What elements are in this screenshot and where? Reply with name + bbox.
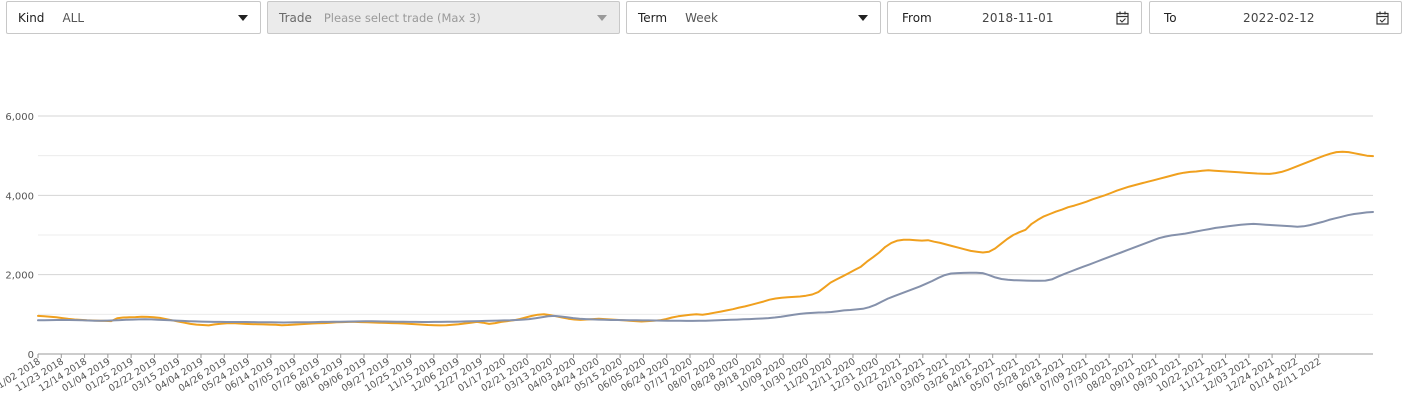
y-tick-label: 0: [28, 350, 34, 361]
term-value: Week: [685, 10, 718, 25]
term-label: Term: [638, 10, 668, 25]
series-line-1: [37, 150, 1374, 327]
y-tick-label: 4,000: [5, 191, 34, 202]
kind-label: Kind: [18, 10, 45, 25]
to-date-value: 2022-02-12: [1243, 11, 1315, 25]
chevron-down-icon: [858, 15, 868, 21]
kind-select[interactable]: Kind ALL: [6, 1, 261, 34]
chevron-down-icon: [597, 15, 607, 21]
trade-label: Trade: [279, 10, 312, 25]
from-date-input[interactable]: From 2018-11-01: [887, 1, 1142, 34]
trade-select[interactable]: Trade Please select trade (Max 3): [267, 1, 620, 34]
from-label: From: [902, 10, 932, 25]
trade-placeholder: Please select trade (Max 3): [323, 10, 481, 25]
y-tick-label: 2,000: [5, 271, 34, 282]
series-line-2: [37, 211, 1374, 324]
term-select[interactable]: Term Week: [626, 1, 881, 34]
to-date-input[interactable]: To 2022-02-12: [1149, 1, 1402, 34]
from-date-value: 2018-11-01: [982, 11, 1054, 25]
chevron-down-icon: [238, 15, 248, 21]
y-tick-label: 6,000: [5, 112, 34, 123]
kind-value: ALL: [62, 10, 85, 25]
calendar-icon[interactable]: [1376, 11, 1389, 25]
calendar-icon[interactable]: [1116, 11, 1129, 25]
to-label: To: [1164, 10, 1177, 25]
